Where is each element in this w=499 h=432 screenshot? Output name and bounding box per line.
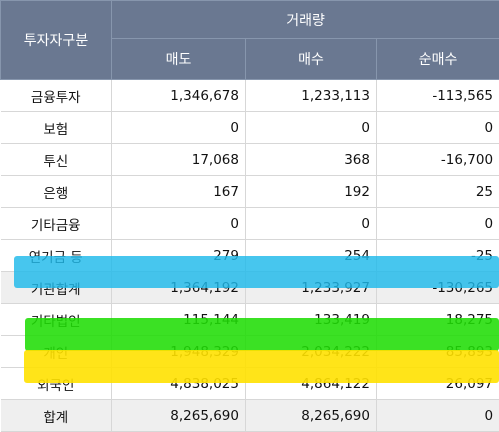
header-sell: 매도: [112, 39, 246, 80]
table-body: 금융투자 1,346,678 1,233,113 -113,565 보험 0 0…: [1, 80, 499, 432]
buy-cell: 368: [246, 144, 377, 176]
sell-cell: 167: [112, 176, 246, 208]
table-row: 은행 167 192 25: [1, 176, 499, 208]
row-label: 은행: [1, 176, 112, 208]
row-label: 투신: [1, 144, 112, 176]
table-row-institution-total: 기관합계 1,364,192 1,233,927 -130,265: [1, 272, 499, 304]
sell-cell: 0: [112, 208, 246, 240]
table-row: 기타금융 0 0 0: [1, 208, 499, 240]
net-buy-cell: -113,565: [377, 80, 499, 112]
buy-cell: 2,034,222: [246, 336, 377, 368]
buy-cell: 254: [246, 240, 377, 272]
table-header: 투자자구분 거래량 매도 매수 순매수: [1, 1, 499, 80]
investor-trading-table-view: 투자자구분 거래량 매도 매수 순매수 금융투자 1,346,678 1,233…: [0, 0, 499, 415]
row-label: 외국인: [1, 368, 112, 400]
sell-cell: 4,838,025: [112, 368, 246, 400]
buy-cell: 192: [246, 176, 377, 208]
buy-cell: 8,265,690: [246, 400, 377, 432]
buy-cell: 0: [246, 112, 377, 144]
sell-cell: 1,346,678: [112, 80, 246, 112]
row-label: 기관합계: [1, 272, 112, 304]
row-label: 합계: [1, 400, 112, 432]
net-buy-cell: -25: [377, 240, 499, 272]
net-buy-cell: 85,893: [377, 336, 499, 368]
row-label: 연기금 등: [1, 240, 112, 272]
net-buy-cell: 0: [377, 208, 499, 240]
table-row: 연기금 등 279 254 -25: [1, 240, 499, 272]
header-net-buy: 순매수: [377, 39, 499, 80]
row-label: 금융투자: [1, 80, 112, 112]
net-buy-cell: 18,275: [377, 304, 499, 336]
header-volume-group: 거래량: [112, 1, 499, 39]
buy-cell: 1,233,927: [246, 272, 377, 304]
sell-cell: 279: [112, 240, 246, 272]
buy-cell: 4,864,122: [246, 368, 377, 400]
sell-cell: 1,364,192: [112, 272, 246, 304]
table-row: 보험 0 0 0: [1, 112, 499, 144]
sell-cell: 115,144: [112, 304, 246, 336]
sell-cell: 17,068: [112, 144, 246, 176]
net-buy-cell: 0: [377, 400, 499, 432]
table-row: 개인 1,948,329 2,034,222 85,893: [1, 336, 499, 368]
table-row-grand-total: 합계 8,265,690 8,265,690 0: [1, 400, 499, 432]
table-row: 금융투자 1,346,678 1,233,113 -113,565: [1, 80, 499, 112]
table-row: 기타법인 115,144 133,419 18,275: [1, 304, 499, 336]
header-buy: 매수: [246, 39, 377, 80]
sell-cell: 1,948,329: [112, 336, 246, 368]
row-label: 기타금융: [1, 208, 112, 240]
net-buy-cell: -130,265: [377, 272, 499, 304]
row-label: 개인: [1, 336, 112, 368]
buy-cell: 0: [246, 208, 377, 240]
table-row: 외국인 4,838,025 4,864,122 26,097: [1, 368, 499, 400]
buy-cell: 133,419: [246, 304, 377, 336]
net-buy-cell: 0: [377, 112, 499, 144]
buy-cell: 1,233,113: [246, 80, 377, 112]
table-row: 투신 17,068 368 -16,700: [1, 144, 499, 176]
row-label: 기타법인: [1, 304, 112, 336]
net-buy-cell: 25: [377, 176, 499, 208]
header-investor-type: 투자자구분: [1, 1, 112, 80]
net-buy-cell: 26,097: [377, 368, 499, 400]
sell-cell: 0: [112, 112, 246, 144]
net-buy-cell: -16,700: [377, 144, 499, 176]
row-label: 보험: [1, 112, 112, 144]
sell-cell: 8,265,690: [112, 400, 246, 432]
